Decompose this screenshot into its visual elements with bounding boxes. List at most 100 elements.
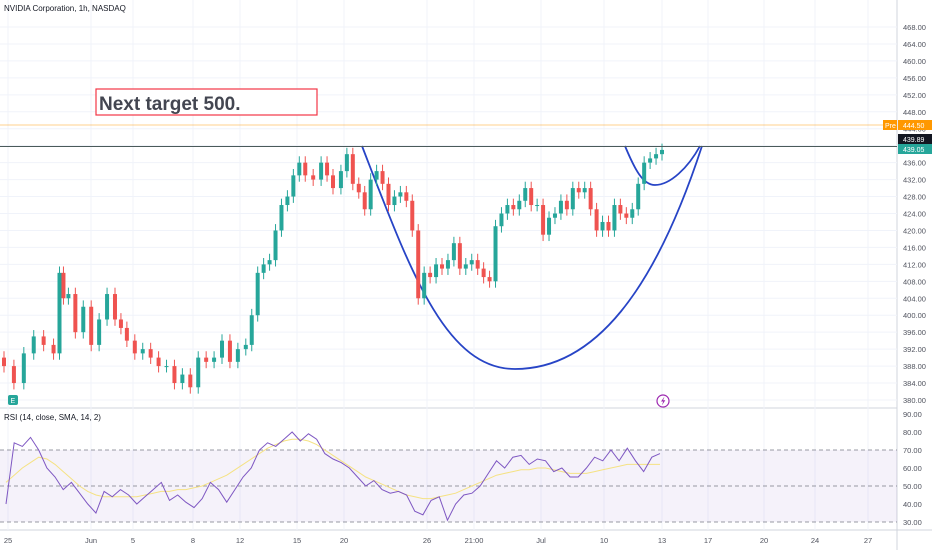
candle-body (523, 188, 528, 201)
candle-body (636, 183, 641, 210)
price-tick: 396.00 (903, 328, 926, 337)
time-tick: 27 (864, 536, 872, 545)
candle-body (11, 366, 16, 384)
candle-body (105, 294, 110, 320)
price-tick: 460.00 (903, 57, 926, 66)
candle-body (180, 374, 185, 384)
candle-body (535, 205, 540, 207)
candle-body (41, 336, 46, 345)
candle-body (618, 205, 623, 214)
price-tick: 428.00 (903, 193, 926, 202)
price-tick: 412.00 (903, 260, 926, 269)
price-tick: 468.00 (903, 23, 926, 32)
candle-body (319, 162, 324, 180)
candle-body (172, 366, 177, 384)
candle-body (132, 340, 137, 354)
rsi-label: RSI (14, close, SMA, 14, 2) (4, 413, 101, 422)
price-tick: 380.00 (903, 396, 926, 405)
price-tick: 400.00 (903, 311, 926, 320)
cup-curve-small[interactable] (624, 145, 701, 186)
candle-body (648, 158, 653, 163)
candle-body (606, 221, 611, 231)
note-box[interactable] (95, 88, 318, 116)
candle-body (487, 277, 492, 282)
cup-curve-large[interactable] (361, 145, 703, 370)
candle-body (21, 353, 26, 384)
candle-body (140, 349, 145, 354)
candle-body (630, 209, 635, 218)
price-tick: 436.00 (903, 159, 926, 168)
pre-value-box (898, 120, 932, 130)
candle-body (51, 344, 56, 354)
candles (2, 143, 664, 394)
price-tick: 388.00 (903, 362, 926, 371)
candle-body (112, 294, 117, 320)
candle-body (311, 175, 316, 180)
candle-body (576, 188, 581, 193)
candle-body (273, 230, 278, 261)
price-tick: 392.00 (903, 345, 926, 354)
current-price: 439.89 (903, 137, 925, 144)
candle-body (570, 188, 575, 210)
candle-body (552, 213, 557, 218)
price-tick: 416.00 (903, 243, 926, 252)
time-tick: 13 (658, 536, 666, 545)
candle-body (517, 200, 522, 210)
candle-body (61, 272, 66, 299)
current-price-box (898, 134, 932, 144)
last-price-box (898, 144, 932, 154)
candle-body (81, 306, 86, 333)
time-tick: 8 (191, 536, 195, 545)
pre-tag-box (883, 120, 897, 130)
price-axis-ticks: 468.00 464.00 460.00 456.00 452.00 448.00 444.… (903, 23, 926, 405)
candle-body (350, 154, 355, 184)
candle-body (642, 162, 647, 184)
time-tick: 15 (293, 536, 301, 545)
candle-body (89, 306, 94, 345)
time-tick: 5 (131, 536, 135, 545)
note-text: Next target 500. (99, 94, 241, 115)
candle-body (188, 374, 193, 388)
rsi-tick: 50.00 (903, 482, 922, 491)
price-tick: 404.00 (903, 294, 926, 303)
candle-body (511, 205, 516, 210)
candle-body (279, 205, 284, 231)
time-tick: Jun (85, 536, 97, 545)
candle-body (469, 260, 474, 265)
candle-body (564, 200, 569, 210)
rsi-bands (0, 449, 897, 523)
candle-body (440, 264, 445, 269)
candle-body (457, 243, 462, 269)
earnings-marker[interactable] (8, 395, 18, 405)
candle-body (255, 272, 260, 316)
candle-body (481, 268, 486, 278)
time-tick: 21:00 (465, 536, 484, 545)
time-tick: 10 (600, 536, 608, 545)
candle-body (594, 209, 599, 231)
candle-body (303, 162, 308, 176)
candle-body (600, 221, 605, 231)
price-tick: 448.00 (903, 108, 926, 117)
candle-body (325, 162, 330, 176)
candle-body (291, 175, 296, 197)
price-tick: 424.00 (903, 210, 926, 219)
last-price: 439.05 (903, 147, 925, 154)
candle-body (124, 327, 129, 341)
time-tick: 17 (704, 536, 712, 545)
candle-body (505, 205, 510, 214)
price-tick: 408.00 (903, 277, 926, 286)
flash-glyph (661, 396, 666, 406)
price-tick: 452.00 (903, 91, 926, 100)
rsi-tick: 60.00 (903, 464, 922, 473)
candle-body (547, 217, 552, 235)
candle-body (410, 200, 415, 231)
time-tick: 24 (811, 536, 819, 545)
candle-body (156, 357, 161, 367)
candle-body (204, 357, 209, 362)
price-tick: 464.00 (903, 40, 926, 49)
candle-body (196, 357, 201, 388)
time-tick: 20 (760, 536, 768, 545)
candle-body (558, 200, 563, 214)
